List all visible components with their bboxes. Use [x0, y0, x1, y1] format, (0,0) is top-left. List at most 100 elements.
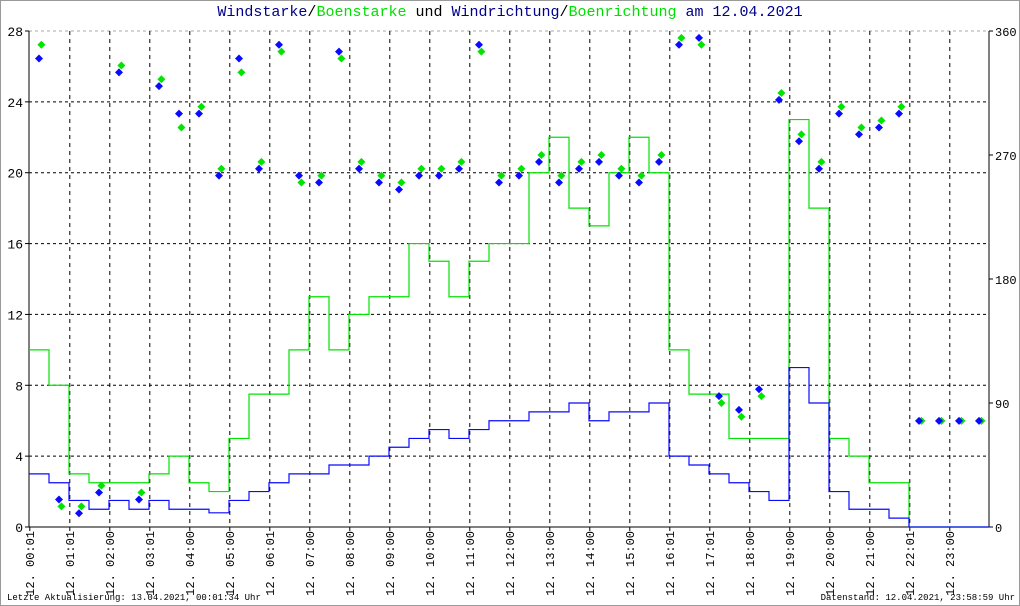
x-tick-label: 12. 03:01 [144, 531, 158, 596]
series-windrichtung-point [295, 171, 303, 180]
series-boenrichtung-point [837, 102, 846, 111]
series-windrichtung-point [555, 178, 563, 187]
series-boenrichtung-point [357, 157, 366, 166]
series-boenrichtung-point [617, 164, 626, 173]
title-boenstarke: Boenstarke [316, 4, 407, 21]
series-windrichtung-point [735, 405, 743, 414]
series-windrichtung-point [135, 495, 143, 504]
y-left-tick-label: 20 [7, 167, 23, 182]
series-boenrichtung-point [537, 151, 546, 159]
y-left-tick-label: 12 [7, 308, 23, 323]
series-windrichtung-point [975, 416, 983, 425]
series-windrichtung-point [195, 109, 203, 118]
series-boenrichtung-point [297, 178, 306, 187]
series-boenrichtung-point [897, 102, 906, 111]
x-tick-label: 12. 23:00 [944, 531, 958, 596]
series-boenrichtung-point [637, 171, 646, 180]
y-left-tick-label: 4 [15, 450, 23, 465]
series-windrichtung-point [675, 40, 683, 49]
series-windrichtung-point [595, 157, 603, 166]
x-tick-label: 12. 20:00 [824, 531, 838, 596]
series-boenrichtung-point [97, 481, 106, 490]
series-boenrichtung-point [397, 178, 406, 187]
series-windrichtung-point [935, 416, 943, 425]
y-left-tick-label: 8 [15, 379, 23, 394]
series-windrichtung-point [55, 495, 63, 504]
x-tick-label: 12. 02:00 [104, 531, 118, 596]
y-left-tick-label: 0 [15, 521, 23, 536]
x-tick-label: 12. 09:00 [384, 531, 398, 596]
series-windrichtung-point [335, 47, 343, 56]
series-windrichtung-point [815, 164, 823, 173]
x-tick-label: 12. 05:00 [224, 531, 238, 596]
x-tick-label: 12. 15:00 [624, 531, 638, 596]
series-boenrichtung-point [517, 164, 526, 173]
chart-title: Windstarke/Boenstarke und Windrichtung/B… [1, 4, 1019, 21]
series-windrichtung-point [575, 164, 583, 173]
series-windrichtung-point [455, 164, 463, 173]
series-windrichtung-point [695, 33, 703, 42]
series-windrichtung-point [35, 54, 43, 63]
y-right-tick-label: 360 [995, 26, 1017, 40]
series-windstarke-line [29, 366, 989, 528]
x-tick-label: 12. 11:00 [464, 531, 478, 596]
series-boenrichtung-point [757, 392, 766, 401]
series-boenrichtung-point [157, 75, 166, 84]
series-boenrichtung-point [437, 164, 446, 173]
x-tick-label: 12. 04:00 [184, 531, 198, 596]
series-boenrichtung-point [117, 61, 126, 70]
title-sep: / [559, 4, 569, 21]
series-boenrichtung-point [177, 123, 186, 132]
series-boenrichtung-point [717, 399, 726, 407]
series-windrichtung-point [115, 68, 123, 77]
series-boenrichtung-point [77, 502, 86, 511]
series-boenrichtung-point [657, 151, 666, 159]
series-boenrichtung-point [137, 488, 146, 497]
series-boenrichtung-point [677, 33, 686, 42]
series-boenrichtung-point [797, 130, 806, 139]
series-windrichtung-point [275, 40, 283, 49]
series-windrichtung-point [375, 178, 383, 187]
y-left-tick-label: 16 [7, 238, 23, 253]
series-boenrichtung-point [237, 68, 246, 77]
series-boenrichtung-point [857, 123, 866, 132]
series-windrichtung-point [915, 416, 923, 425]
series-boenrichtung-point [317, 171, 326, 180]
series-boenrichtung-point [337, 54, 346, 63]
series-boenrichtung-point [597, 151, 606, 159]
title-und: und [406, 4, 452, 21]
series-windrichtung-point [835, 109, 843, 118]
series-windrichtung-point [855, 130, 863, 139]
series-boenrichtung-point [557, 171, 566, 180]
series-windrichtung-point [395, 185, 403, 194]
series-windrichtung-point [795, 137, 803, 146]
title-boenrichtung: Boenrichtung [568, 4, 677, 21]
series-windrichtung-point [415, 171, 423, 180]
x-tick-label: 12. 22:01 [904, 531, 918, 596]
series-windrichtung-point [235, 54, 243, 63]
series-boenrichtung-point [257, 157, 266, 166]
series-windrichtung-point [315, 178, 323, 187]
series-windrichtung-point [215, 171, 223, 180]
series-windrichtung-point [355, 164, 363, 173]
title-sep: / [307, 4, 317, 21]
series-windrichtung-point [895, 109, 903, 118]
series-boenrichtung-point [777, 89, 786, 97]
series-boenrichtung-point [817, 157, 826, 166]
series-boenrichtung-point [577, 157, 586, 166]
series-boenrichtung-point [57, 502, 66, 511]
title-windrichtung: Windrichtung [451, 4, 560, 21]
x-tick-label: 12. 19:00 [784, 531, 798, 596]
series-windrichtung-point [715, 392, 723, 401]
y-right-tick-label: 90 [995, 398, 1009, 412]
series-boenrichtung-point [737, 412, 746, 421]
x-tick-label: 12. 13:00 [544, 531, 558, 596]
series-windrichtung-point [515, 171, 523, 180]
x-tick-label: 12. 18:00 [744, 531, 758, 596]
series-boenrichtung-point [217, 164, 226, 173]
series-boenrichtung-point [697, 40, 706, 49]
y-left-tick-label: 28 [7, 25, 23, 40]
series-boenrichtung-point [37, 40, 46, 49]
x-tick-label: 12. 10:00 [424, 531, 438, 596]
